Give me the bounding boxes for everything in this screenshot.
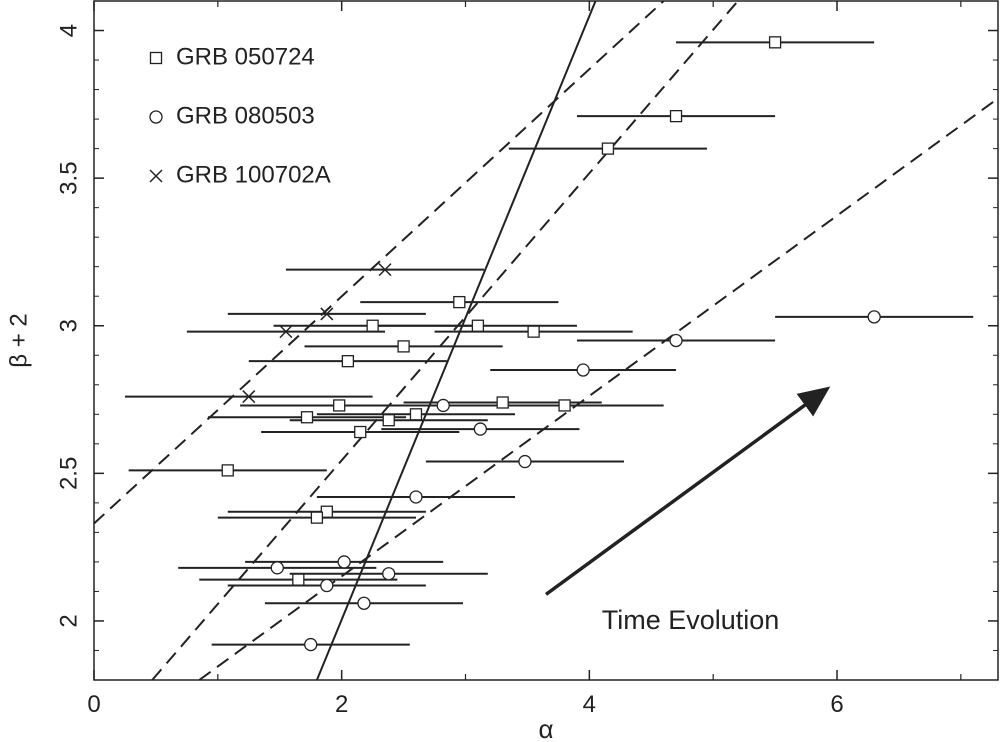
square-data-point (496, 396, 509, 409)
circle-data-point (576, 363, 590, 377)
y-tick-label: 2.5 (55, 457, 82, 490)
square-data-point (292, 573, 305, 586)
legend: GRB 050724 GRB 080503 GRB 100702A (149, 43, 331, 188)
square-data-point (341, 355, 355, 368)
circle-data-point (669, 333, 683, 348)
cross-stroke (320, 307, 334, 321)
square-data-point (354, 425, 367, 439)
y-axis-label: β + 2 (5, 313, 32, 368)
square-data-point (471, 319, 485, 332)
dashed-fit-line (151, 1, 739, 680)
cross-data-point (242, 390, 256, 404)
circle-data-point (382, 567, 396, 581)
circle-data-point (409, 490, 423, 504)
legend-cross-icon (149, 169, 163, 183)
circle-data-point (518, 454, 532, 469)
cross-data-point (378, 263, 392, 277)
square-data-point (409, 408, 423, 421)
square-data-point (382, 414, 395, 427)
x-tick-label: 6 (830, 691, 843, 718)
square-data-point (453, 295, 466, 309)
circle-data-point (436, 398, 450, 413)
y-tick-label: 4 (55, 24, 82, 37)
square-data-point (601, 142, 615, 155)
x-tick-label: 2 (335, 691, 348, 718)
circle-data-point (357, 596, 371, 610)
circle-data-point (867, 310, 881, 324)
circle-data-point (320, 578, 334, 593)
square-data-point (310, 511, 324, 524)
cross-stroke (279, 325, 293, 339)
square-data-point (333, 399, 346, 412)
circle-data-point (337, 555, 351, 569)
square-data-point (221, 464, 234, 477)
square-data-point (527, 325, 540, 338)
legend-square-icon (149, 51, 163, 65)
cross-stroke (149, 169, 163, 183)
square-data-point (669, 109, 683, 123)
y-tick-label: 3 (55, 319, 82, 332)
cross-data-point (320, 307, 334, 321)
y-tick-label: 2 (55, 614, 82, 627)
square-data-point (558, 399, 571, 412)
circle-data-point (473, 422, 488, 436)
axes: 0 2 4 6 2 2.5 3 3.5 4 (55, 1, 998, 718)
legend-circle-icon (149, 110, 163, 124)
plot-frame (93, 0, 999, 681)
y-tick-label: 3.5 (55, 161, 82, 194)
square-data-point (300, 411, 314, 424)
x-tick-label: 4 (583, 691, 596, 718)
circle-data-point (270, 561, 284, 575)
time-evolution-annotation: Time Evolution (544, 386, 831, 635)
x-tick-label: 0 (87, 691, 100, 718)
circle-data-point (304, 637, 318, 652)
dashed-fit-line (94, 1, 665, 525)
legend-entry-label: GRB 100702A (176, 161, 331, 188)
error-bars (124, 41, 974, 646)
x-axis-label: α (538, 714, 553, 742)
cross-stroke (378, 263, 392, 277)
data-markers (221, 36, 881, 652)
cross-data-point (279, 325, 293, 339)
time-evolution-text: Time Evolution (602, 605, 780, 635)
cross-stroke (242, 390, 256, 404)
legend-entry-label: GRB 050724 (176, 43, 315, 70)
legend-entry-label: GRB 080503 (176, 102, 315, 129)
time-evolution-arrow (544, 386, 831, 596)
square-data-point (397, 340, 410, 353)
square-data-point (768, 36, 782, 49)
square-data-point (366, 319, 379, 332)
